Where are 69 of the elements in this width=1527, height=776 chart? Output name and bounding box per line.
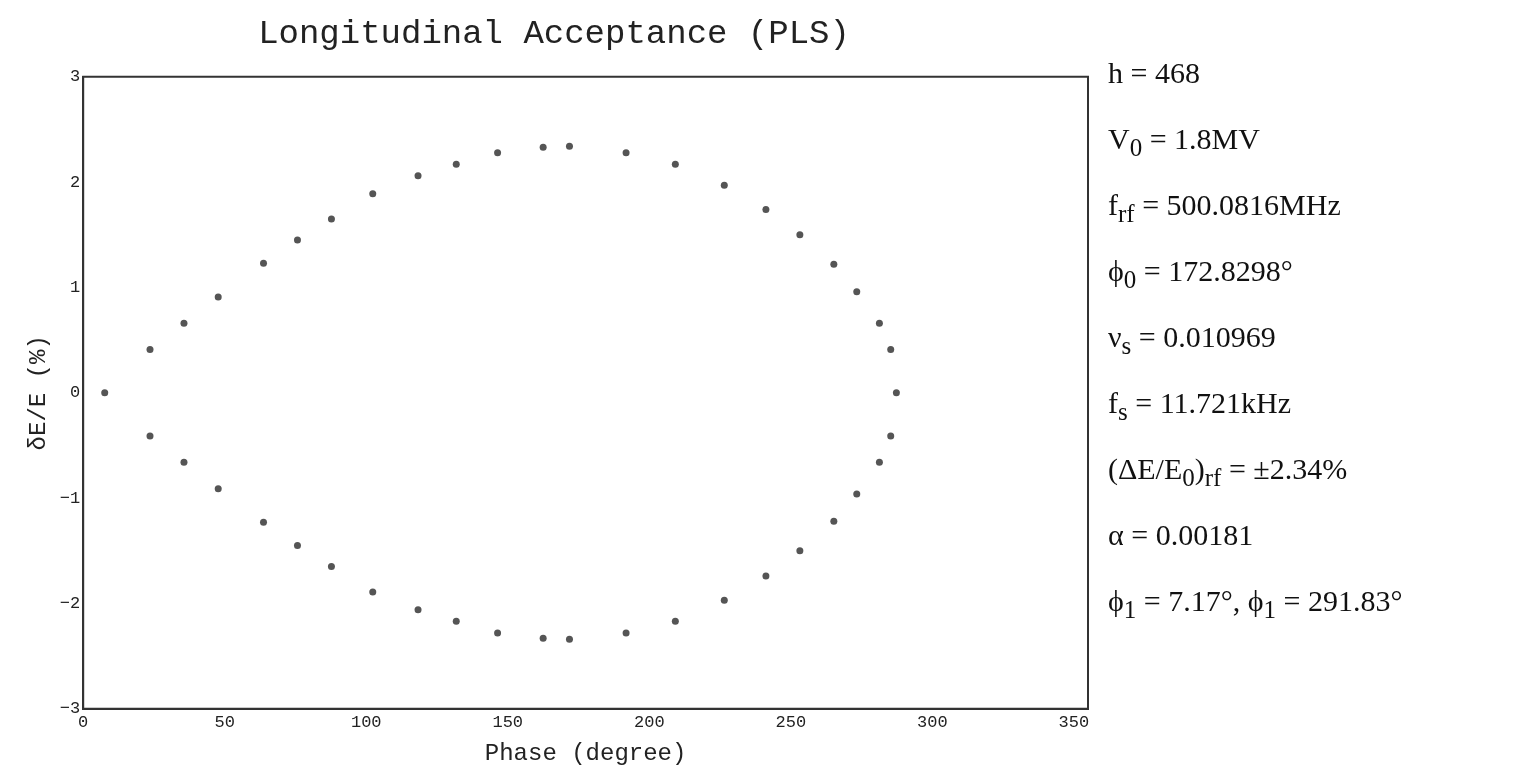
y-tick-label: 2 xyxy=(70,172,81,192)
point xyxy=(830,260,838,268)
point xyxy=(452,160,460,168)
point xyxy=(875,319,883,327)
point xyxy=(539,143,547,151)
point xyxy=(327,215,335,223)
text: ϕ$_{1}$ = 7.17°, ϕ$_{1}$ = 291.83° xyxy=(1108,583,1403,625)
text: f$_{rf}$ = 500.0816MHz xyxy=(1108,187,1342,229)
text: V$_{0}$ = 1.8MV xyxy=(1108,121,1261,163)
text: ν$_{s}$ = 0.010969 xyxy=(1108,319,1277,361)
y-tick-label: 1 xyxy=(70,277,81,297)
point xyxy=(414,172,422,180)
text: f$_{s}$ = 11.721kHz xyxy=(1108,385,1293,427)
point xyxy=(762,572,770,580)
y-tick-label: 3 xyxy=(70,67,81,87)
point xyxy=(853,490,861,498)
point xyxy=(565,635,573,643)
x-tick-label: 100 xyxy=(350,712,382,732)
point xyxy=(622,629,630,637)
point xyxy=(494,629,502,637)
x-axis-title: Phase (degree) xyxy=(484,739,687,767)
point xyxy=(853,288,861,296)
point xyxy=(796,547,804,555)
point xyxy=(101,389,109,397)
x-tick-label: 350 xyxy=(1058,712,1090,732)
x-tick-label: 250 xyxy=(775,712,807,732)
chart-title: Longitudinal Acceptance (PLS) xyxy=(258,15,850,54)
point xyxy=(327,563,335,571)
point xyxy=(452,617,460,625)
point xyxy=(622,149,630,157)
point xyxy=(796,231,804,239)
point xyxy=(830,517,838,525)
point xyxy=(671,160,679,168)
x-tick-label: 50 xyxy=(214,712,235,732)
point xyxy=(214,293,222,301)
point xyxy=(565,142,573,150)
y-axis-title: δE/E (%) xyxy=(24,335,52,451)
text: α = 0.00181 xyxy=(1108,517,1255,553)
point xyxy=(180,458,188,466)
point xyxy=(214,485,222,493)
y-tick-label: −1 xyxy=(59,488,81,508)
point xyxy=(762,206,770,214)
point xyxy=(892,389,900,397)
text: h = 468 xyxy=(1108,55,1201,91)
x-tick-label: 300 xyxy=(917,712,948,732)
x-tick-label: 150 xyxy=(492,712,524,732)
point xyxy=(539,634,547,642)
point xyxy=(369,190,377,198)
point xyxy=(720,181,728,189)
y-tick-label: 0 xyxy=(70,383,81,403)
point xyxy=(494,149,502,157)
x-tick-label: 200 xyxy=(633,712,665,732)
text: (ΔE/E$_{0}$)$_{rf}$ = ±2.34% xyxy=(1108,451,1349,493)
point xyxy=(293,542,301,550)
point xyxy=(369,588,377,596)
point xyxy=(720,596,728,604)
point xyxy=(414,606,422,614)
point xyxy=(671,617,679,625)
point xyxy=(146,346,154,354)
y-tick-label: −2 xyxy=(59,593,81,613)
point xyxy=(146,432,154,440)
point xyxy=(293,236,301,244)
text: ϕ$_{0}$ = 172.8298° xyxy=(1108,253,1294,295)
point xyxy=(180,319,188,327)
point xyxy=(887,346,895,354)
point xyxy=(260,259,267,267)
point xyxy=(260,518,267,526)
point xyxy=(875,458,883,466)
point xyxy=(887,432,895,440)
